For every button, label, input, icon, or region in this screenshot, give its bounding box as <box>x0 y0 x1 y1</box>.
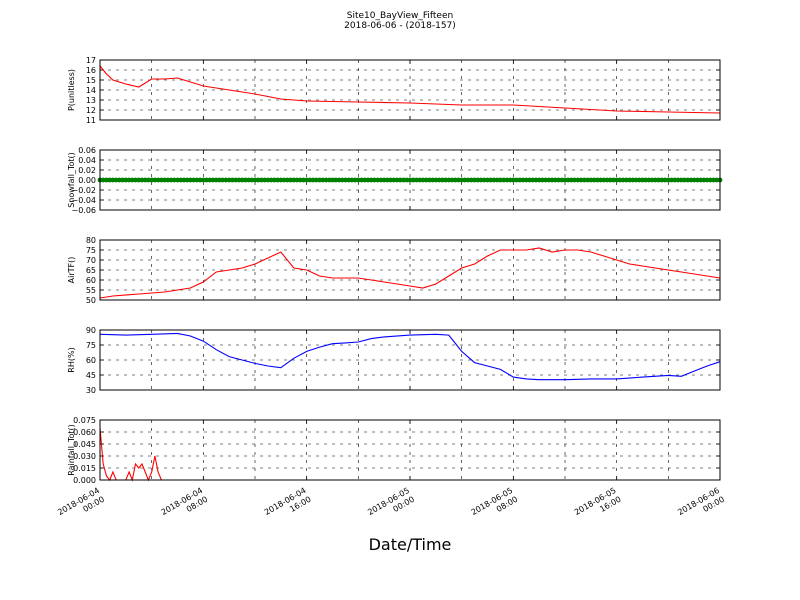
chart-panel-2: −0.06−0.04−0.020.000.020.040.06Snowfall_… <box>67 146 723 215</box>
y-tick-label: 0.000 <box>73 476 96 485</box>
snowfall-points <box>97 177 723 183</box>
y-axis-label: AirTF() <box>67 257 76 284</box>
plot-frame <box>99 419 721 481</box>
y-tick-label: 0.045 <box>73 440 96 449</box>
chart-panel-5: 0.000 0.015 0.030 0.045 0.060 0.075Rainfall_T… <box>67 416 721 485</box>
y-tick-label: 60 <box>86 276 96 285</box>
y-tick-label: 0.075 <box>73 416 96 425</box>
plot-frame <box>99 59 721 121</box>
y-axis-label: Rainfall_Tot() <box>67 424 76 476</box>
series-line <box>99 247 721 299</box>
y-tick-label: −0.02 <box>71 186 96 195</box>
y-tick-label: 50 <box>86 296 96 305</box>
y-tick-label: 0.030 <box>73 452 96 461</box>
y-tick-label: 15 <box>86 76 96 85</box>
y-tick-label: −0.06 <box>71 206 96 215</box>
y-axis-label: P(unitless) <box>67 69 76 111</box>
y-tick-label: 70 <box>86 256 96 265</box>
series-line <box>99 65 721 114</box>
chart-subtitle: 2018-06-06 - (2018-157) <box>344 21 456 31</box>
plot-frame <box>99 239 721 301</box>
y-tick-label: 12 <box>86 106 96 115</box>
y-tick-label: 11 <box>86 116 96 125</box>
y-tick-label: 14 <box>86 86 96 95</box>
series-line <box>99 332 721 381</box>
y-tick-label: 60 <box>86 356 96 365</box>
y-tick-label: 30 <box>86 386 96 395</box>
y-tick-label: 0.060 <box>73 428 96 437</box>
y-tick-label: 75 <box>86 246 96 255</box>
y-axis-label: Snowfall_Tot() <box>67 152 76 208</box>
y-tick-label: 90 <box>86 326 96 335</box>
plot-frame <box>99 149 721 211</box>
y-axis-label: RH(%) <box>67 347 76 372</box>
y-tick-label: 65 <box>86 266 96 275</box>
y-tick-label: 13 <box>86 96 96 105</box>
y-tick-label: 0.02 <box>78 166 96 175</box>
y-tick-label: 0.06 <box>78 146 96 155</box>
y-tick-label: 0.00 <box>78 176 96 185</box>
y-tick-label: 16 <box>86 66 96 75</box>
y-tick-label: −0.04 <box>71 196 96 205</box>
y-tick-label: 55 <box>86 286 96 295</box>
y-tick-label: 0.04 <box>78 156 96 165</box>
x-axis-label: Date/Time <box>369 535 452 554</box>
y-tick-label: 17 <box>86 56 96 65</box>
y-tick-label: 75 <box>86 341 96 350</box>
chart-title: Site10_BayView_Fifteen <box>346 11 454 21</box>
y-tick-label: 80 <box>86 236 96 245</box>
series-line <box>99 427 720 482</box>
plot-frame <box>99 329 721 391</box>
chart-panel-4: 30 45 60 75 90 RH(%) <box>67 326 721 395</box>
y-tick-label: 0.015 <box>73 464 96 473</box>
y-tick-label: 45 <box>86 371 96 380</box>
